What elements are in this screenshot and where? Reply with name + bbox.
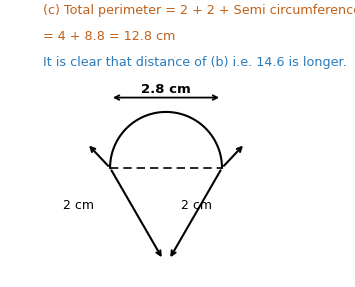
Text: 2.8 cm: 2.8 cm [141,83,191,96]
Text: It is clear that distance of (b) i.e. 14.6 is longer.: It is clear that distance of (b) i.e. 14… [43,56,346,69]
Text: (c) Total perimeter = 2 + 2 + Semi circumference: (c) Total perimeter = 2 + 2 + Semi circu… [43,4,355,17]
Text: 2 cm: 2 cm [63,199,94,212]
Text: 2 cm: 2 cm [181,199,212,212]
Text: = 4 + 8.8 = 12.8 cm: = 4 + 8.8 = 12.8 cm [43,30,175,43]
